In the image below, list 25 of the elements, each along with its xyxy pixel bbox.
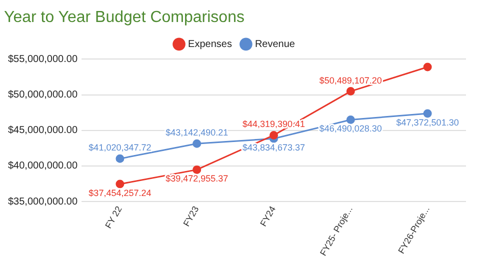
point <box>116 180 124 188</box>
y-tick-label: $45,000,000.00 <box>8 125 78 136</box>
legend-label: Expenses <box>188 38 232 50</box>
data-label: $37,454,257.24 <box>88 188 152 198</box>
point <box>346 116 355 124</box>
x-tick-label: FY 22 <box>103 204 124 230</box>
y-tick-label: $40,000,000.00 <box>8 160 78 172</box>
data-label: $50,489,107.20 <box>319 75 382 86</box>
point <box>192 165 202 174</box>
y-tick-label: $35,000,000.00 <box>8 196 78 208</box>
point <box>423 109 432 118</box>
legend-label: Revenue <box>254 38 296 50</box>
data-label: $46,490,028.30 <box>319 124 382 134</box>
y-tick-label: $55,000,000.00 <box>8 54 78 65</box>
y-tick-label: $50,000,000.00 <box>8 90 78 101</box>
point <box>423 62 432 72</box>
point <box>270 130 278 140</box>
chart-title: Year to Year Budget Comparisons <box>4 9 244 26</box>
point <box>192 139 202 148</box>
point <box>116 154 124 163</box>
point <box>346 87 355 96</box>
data-label: $47,372,501.30 <box>396 117 459 128</box>
data-label: $43,142,490.21 <box>166 128 228 138</box>
data-label: $39,472,955.37 <box>166 174 228 184</box>
data-label: $41,020,347.72 <box>88 142 152 153</box>
